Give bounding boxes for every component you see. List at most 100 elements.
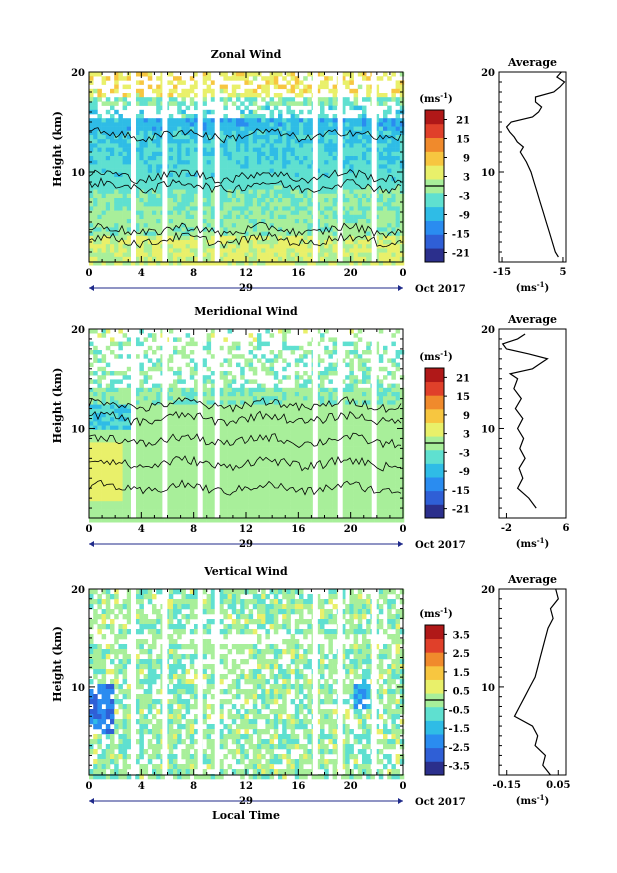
heatmap-cell [265, 122, 270, 127]
heatmap-cell [194, 392, 199, 397]
heatmap-cell [147, 492, 153, 498]
heatmap-cell [387, 118, 392, 123]
heatmap-cell [324, 261, 329, 266]
heatmap-cell [324, 122, 329, 127]
heatmap-cell [261, 118, 266, 123]
heatmap-cell [341, 72, 346, 77]
heatmap-cell [219, 72, 224, 77]
heatmap-cell [374, 227, 380, 232]
heatmap-cell [189, 497, 195, 502]
heatmap-cell [357, 156, 363, 161]
heatmap-cell [374, 156, 380, 161]
heatmap-cell [105, 156, 111, 161]
heatmap-cell [391, 261, 396, 266]
heatmap-cell [89, 492, 94, 498]
heatmap-cell [168, 354, 174, 359]
heatmap-cell [227, 371, 233, 376]
heatmap-cell [227, 476, 233, 481]
heatmap-cell [118, 513, 123, 519]
heatmap-cell [252, 189, 258, 195]
heatmap-cell [135, 261, 140, 266]
heatmap-cell [173, 235, 178, 241]
heatmap-cell [286, 135, 291, 140]
heatmap-cell [181, 202, 186, 207]
heatmap-cell [286, 202, 291, 207]
heatmap-cell [307, 252, 312, 258]
heatmap-cell [383, 177, 388, 182]
heatmap-cell [122, 375, 128, 380]
heatmap-cell [122, 256, 128, 262]
heatmap-cell [236, 84, 241, 90]
heatmap-cell [101, 130, 107, 136]
heatmap-cell [181, 147, 186, 153]
heatmap-cell [244, 261, 249, 266]
heatmap-cell [114, 488, 119, 494]
heatmap-cell [168, 256, 174, 262]
heatmap-cell [219, 244, 224, 249]
heatmap-cell [101, 518, 107, 523]
heatmap-cell [252, 122, 258, 127]
heatmap-cell [269, 109, 275, 115]
heatmap-cell [118, 371, 123, 376]
heatmap-cell [223, 400, 228, 405]
heatmap-cell [135, 455, 140, 460]
heatmap-cell [189, 248, 195, 253]
heatmap-cell [353, 105, 359, 111]
heatmap-cell [181, 471, 186, 477]
heatmap-cell [252, 227, 258, 232]
heatmap-cell [345, 219, 350, 224]
heatmap-cell [252, 88, 258, 94]
heatmap-cell [135, 206, 140, 211]
heatmap-cell [202, 413, 207, 418]
heatmap-cell [387, 235, 392, 241]
x-tick-label: 20 [344, 268, 358, 279]
heatmap-cell [139, 231, 144, 237]
x-tick-label: 0 [400, 268, 407, 279]
heatmap-cell [391, 122, 396, 127]
heatmap-cell [101, 189, 107, 195]
x-tick-label: 4 [138, 268, 145, 279]
heatmap-cell [399, 244, 405, 249]
heatmap-cell [114, 80, 119, 85]
heatmap-cell [286, 252, 291, 258]
heatmap-cell [152, 501, 157, 506]
heatmap-cell [143, 350, 149, 355]
heatmap-cell [143, 455, 149, 460]
heatmap-cell [147, 252, 153, 258]
heatmap-cell [114, 261, 119, 266]
heatmap-cell [236, 459, 241, 464]
heatmap-cell [185, 164, 191, 169]
heatmap-cell [194, 438, 199, 443]
heatmap-cell [135, 256, 140, 262]
heatmap-cell [378, 126, 384, 132]
heatmap-cell [93, 392, 98, 397]
heatmap-cell [236, 126, 241, 132]
heatmap-cell [185, 139, 191, 144]
heatmap-cell [93, 135, 98, 140]
heatmap-cell [278, 193, 283, 199]
heatmap-cell [273, 413, 279, 418]
heatmap-cell [202, 400, 207, 405]
heatmap-cell [265, 400, 270, 405]
heatmap-cell [143, 206, 149, 211]
heatmap-cell [189, 223, 195, 228]
heatmap-cell [307, 122, 312, 127]
heatmap-cell [269, 350, 275, 355]
heatmap-cell [135, 151, 140, 157]
heatmap-cell [290, 139, 296, 144]
heatmap-cell [206, 84, 212, 90]
heatmap-cell [194, 492, 199, 498]
heatmap-cell [395, 206, 401, 211]
heatmap-cell [156, 471, 161, 477]
heatmap-cell [231, 404, 237, 410]
heatmap-cell [244, 231, 249, 237]
heatmap-cell [252, 484, 258, 489]
heatmap-cell [122, 467, 128, 473]
heatmap-cell [244, 118, 249, 123]
heatmap-cell [194, 240, 199, 245]
heatmap-cell [110, 446, 115, 452]
heatmap-cell [387, 227, 392, 232]
heatmap-cell [383, 240, 388, 245]
heatmap-cell [278, 476, 283, 481]
heatmap-cell [353, 193, 359, 199]
